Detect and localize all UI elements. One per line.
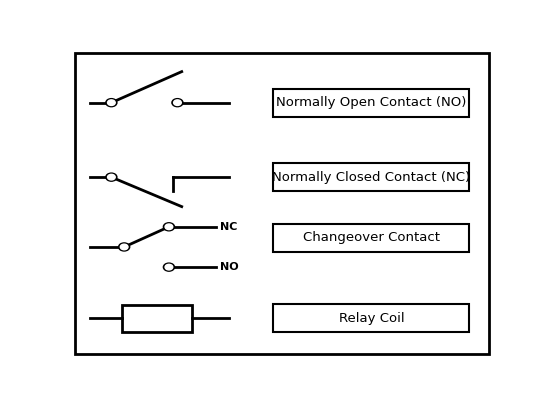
Circle shape (106, 173, 117, 181)
Circle shape (106, 99, 117, 107)
Text: NO: NO (220, 262, 239, 272)
Circle shape (163, 263, 174, 271)
Text: NC: NC (220, 222, 238, 232)
Bar (273, 224, 470, 251)
Circle shape (108, 174, 115, 180)
Circle shape (174, 100, 182, 106)
Bar (273, 89, 470, 116)
Circle shape (165, 224, 173, 230)
Circle shape (165, 264, 173, 270)
Circle shape (119, 243, 130, 251)
Text: Relay Coil: Relay Coil (339, 312, 404, 325)
Text: Normally Closed Contact (NC): Normally Closed Contact (NC) (272, 170, 470, 184)
Bar (273, 304, 470, 332)
Circle shape (108, 100, 115, 106)
Bar (273, 163, 470, 191)
Text: Changeover Contact: Changeover Contact (303, 231, 440, 244)
Circle shape (120, 244, 128, 250)
Circle shape (172, 99, 183, 107)
Text: Normally Open Contact (NO): Normally Open Contact (NO) (276, 96, 466, 109)
Circle shape (163, 223, 174, 231)
Bar (122, 305, 192, 332)
